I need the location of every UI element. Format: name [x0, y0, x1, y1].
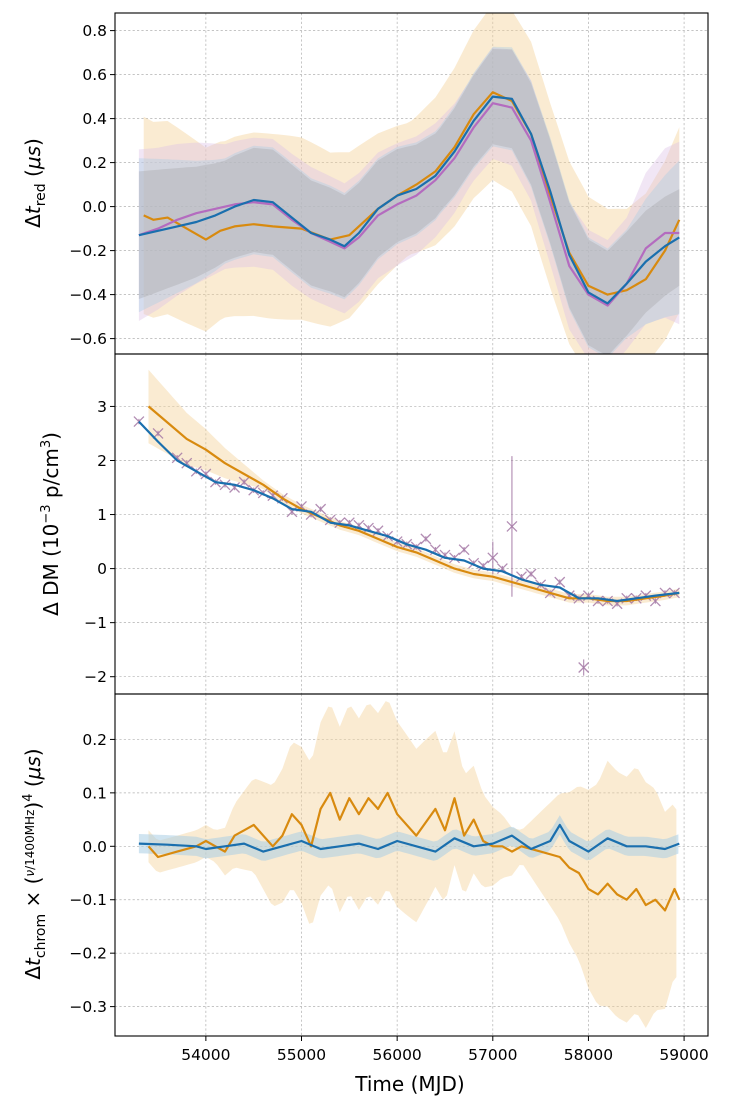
y-tick-label: 1	[97, 506, 107, 524]
dm-point	[525, 568, 537, 580]
gridlines	[115, 13, 708, 354]
y-tick-label: 2	[97, 452, 107, 470]
series-line-orange	[147, 791, 681, 912]
uncertainty-band-blue	[138, 46, 680, 354]
y-tick-label: 0.8	[82, 22, 107, 40]
ylabel-red: Δtred (μs)	[21, 138, 49, 228]
uncertainty-band-purple	[138, 47, 680, 354]
uncertainty-band-overlap	[138, 49, 680, 354]
y-tick-label: −0.1	[69, 891, 107, 909]
panel-dm: −2 −1 0 1 2 3	[84, 353, 709, 695]
series-line-orange	[147, 405, 680, 603]
gridlines	[115, 354, 708, 694]
panel-red-noise: −0.6 −0.4 −0.2 0.0 0.2 0.4 0.6 0.8	[69, 12, 709, 355]
gridlines	[115, 694, 708, 1036]
series-line-blue	[138, 95, 680, 305]
x-axis: 54000 55000 56000 57000 58000 59000	[181, 1036, 709, 1064]
dm-point	[458, 544, 470, 556]
y-tick-label: −0.2	[69, 945, 107, 963]
x-axis-label: Time (MJD)	[354, 1072, 464, 1096]
series-line-blue	[138, 420, 680, 603]
series-line-orange	[143, 91, 681, 296]
panel-frame	[114, 693, 709, 1037]
panel-chromatic: −0.3 −0.2 −0.1 0.0 0.1 0.2	[69, 693, 709, 1037]
x-tick-label: 58000	[564, 1046, 613, 1064]
y-tick-label: −0.3	[69, 998, 107, 1016]
y-tick-label: 0.0	[82, 198, 107, 216]
x-tick-label: 56000	[372, 1046, 421, 1064]
series-line-purple	[138, 102, 680, 307]
y-tick-label: 0.2	[82, 154, 107, 172]
uncertainty-band-orange	[143, 13, 680, 354]
dm-point	[578, 662, 590, 673]
y-tick-label: −0.6	[69, 330, 107, 348]
y-tick-label: 0.2	[82, 731, 107, 749]
y-axis: −0.3 −0.2 −0.1 0.0 0.1 0.2	[69, 731, 115, 1016]
uncertainty-band-orange	[148, 701, 677, 1028]
dm-point	[487, 552, 499, 564]
series-line-blue	[138, 823, 680, 853]
x-tick-label: 57000	[468, 1046, 517, 1064]
y-tick-label: 0.1	[82, 784, 107, 802]
plot-area	[138, 13, 681, 354]
x-tick-label: 59000	[659, 1046, 708, 1064]
y-tick-label: 0.4	[82, 110, 107, 128]
ylabel-chromatic: Δtchrom × (ν/1400MHz)4 (μs)	[21, 748, 49, 979]
y-tick-label: 3	[97, 398, 107, 416]
dm-point	[219, 479, 231, 491]
plot-area	[133, 369, 680, 676]
dm-point	[449, 552, 460, 564]
plot-area	[138, 701, 681, 1028]
y-axis: −0.6 −0.4 −0.2 0.0 0.2 0.4 0.6 0.8	[69, 22, 115, 348]
dm-point	[315, 503, 327, 515]
y-tick-label: 0.0	[82, 838, 107, 856]
y-axis: −2 −1 0 1 2 3	[84, 398, 115, 686]
y-tick-label: 0	[97, 560, 107, 578]
x-tick-label: 54000	[181, 1046, 230, 1064]
x-tick-label: 55000	[277, 1046, 326, 1064]
dm-point	[420, 533, 432, 545]
panel-frame	[114, 353, 709, 695]
ylabel-dm: Δ DM (10−3 p/cm3)	[39, 432, 63, 616]
dm-point	[554, 576, 566, 588]
y-tick-label: 0.6	[82, 66, 107, 84]
y-tick-label: −0.2	[69, 242, 107, 260]
y-tick-label: −2	[84, 668, 107, 686]
y-tick-label: −1	[84, 614, 107, 632]
y-tick-label: −0.4	[69, 286, 107, 304]
dm-point	[506, 520, 518, 532]
